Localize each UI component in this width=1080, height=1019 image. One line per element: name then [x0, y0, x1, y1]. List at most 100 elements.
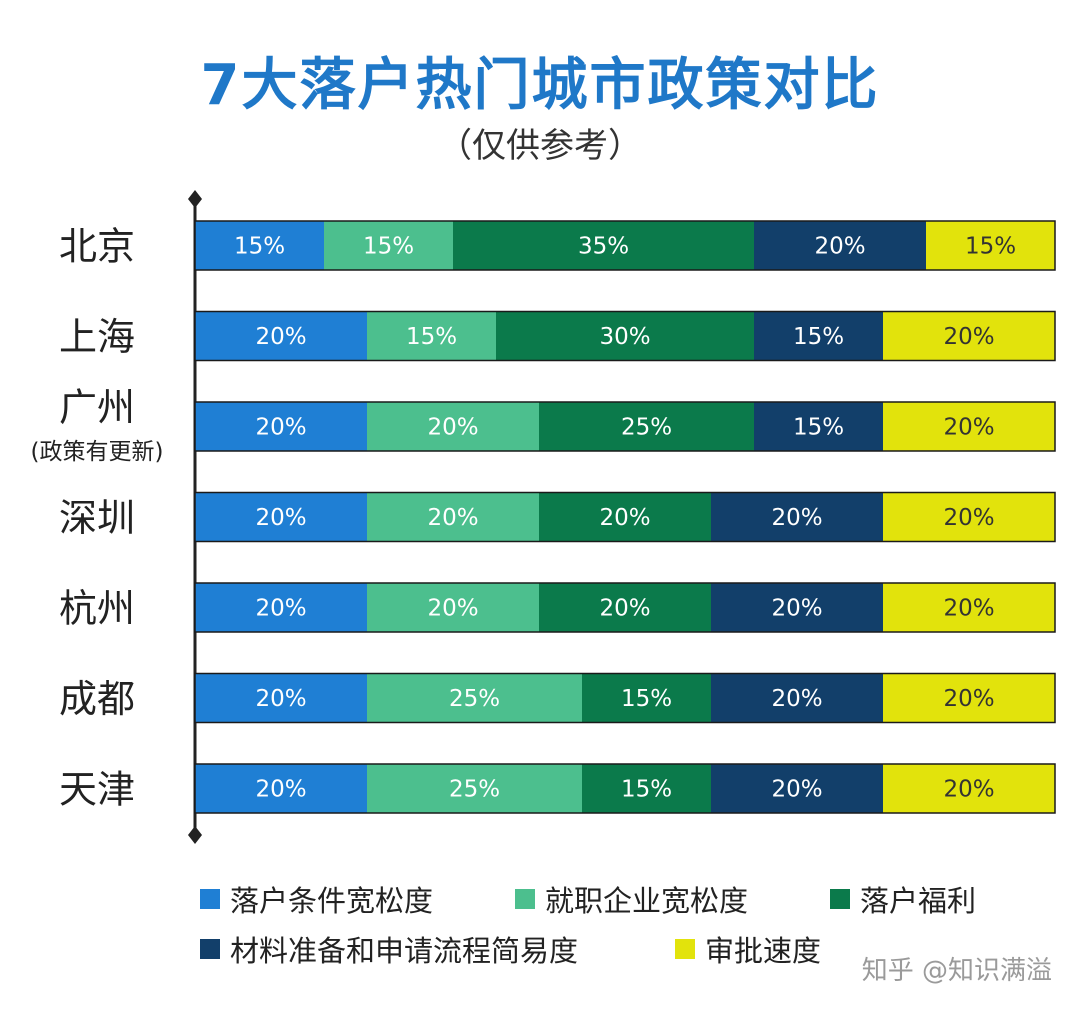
data-label: 20% [599, 596, 650, 622]
legend-swatch [200, 889, 220, 909]
data-label: 20% [814, 234, 865, 260]
bar-segment [883, 402, 1055, 451]
legend-label: 材料准备和申请流程简易度 [230, 934, 579, 968]
data-label: 30% [599, 324, 650, 350]
data-label: 20% [771, 596, 822, 622]
axis-bottom-marker [188, 826, 202, 844]
bar-segment [754, 402, 883, 451]
legend-item: 落户条件宽松度 [200, 878, 433, 920]
bar-segment [195, 492, 367, 542]
category-label: 上海 [59, 315, 135, 359]
legend-label: 落户福利 [860, 884, 977, 918]
category-label: 深圳 [59, 496, 135, 540]
legend-swatch [830, 889, 850, 909]
category-label: 成都 [59, 677, 135, 721]
bar-segment [711, 583, 883, 632]
legend-item: 审批速度 [675, 928, 821, 970]
bar-segment [367, 492, 539, 542]
bar-segment [711, 492, 883, 542]
legend-item: 就职企业宽松度 [515, 878, 748, 920]
bar-outline [194, 672, 1056, 724]
bar-segment [367, 673, 582, 723]
axis-top-marker [188, 190, 202, 208]
data-label: 25% [449, 686, 500, 712]
legend-swatch [200, 939, 220, 959]
watermark: 知乎 @知识满溢 [861, 956, 1052, 986]
data-label: 20% [427, 415, 478, 441]
data-label: 20% [255, 505, 306, 531]
data-label: 20% [943, 324, 994, 350]
bar-segment [367, 583, 539, 632]
bar-outline [194, 220, 1056, 271]
data-label: 15% [793, 415, 844, 441]
bar-segment [367, 402, 539, 451]
chart-title: 7大落户热门城市政策对比 [200, 53, 880, 118]
bar-segment [453, 221, 754, 270]
category-label: 天津 [59, 768, 135, 812]
legend-swatch [675, 939, 695, 959]
bar-segment [195, 764, 367, 813]
data-label: 35% [578, 234, 629, 260]
bar-segment [883, 492, 1055, 542]
legend-label: 落户条件宽松度 [230, 884, 434, 918]
bar-segment [539, 492, 711, 542]
legend-label: 审批速度 [705, 934, 822, 968]
category-label: 广州 [59, 386, 135, 430]
bar-segment [367, 311, 496, 361]
bar-segment [496, 311, 754, 361]
data-label: 25% [621, 415, 672, 441]
data-label: 15% [793, 324, 844, 350]
legend-label: 就职企业宽松度 [545, 884, 749, 918]
data-label: 20% [255, 686, 306, 712]
data-label: 15% [406, 324, 457, 350]
data-label: 25% [449, 777, 500, 803]
bar-segment [539, 402, 754, 451]
bar-segment [195, 583, 367, 632]
bar-segment [582, 764, 711, 813]
data-label: 20% [255, 596, 306, 622]
data-label: 20% [943, 596, 994, 622]
category-label: 北京 [59, 225, 135, 269]
data-label: 20% [943, 777, 994, 803]
data-label: 20% [599, 505, 650, 531]
data-label: 20% [255, 777, 306, 803]
data-label: 20% [427, 505, 478, 531]
bar-outline [194, 763, 1056, 814]
bar-segment [883, 764, 1055, 813]
legend-item: 材料准备和申请流程简易度 [200, 928, 578, 970]
bar-segment [195, 311, 367, 361]
data-label: 20% [771, 686, 822, 712]
bar-segment [883, 311, 1055, 361]
bar-outline [194, 582, 1056, 633]
chart-subtitle: （仅供参考） [438, 126, 642, 166]
data-label: 20% [427, 596, 478, 622]
data-label: 15% [363, 234, 414, 260]
data-label: 20% [255, 324, 306, 350]
bar-segment [754, 221, 926, 270]
bar-segment [582, 673, 711, 723]
bar-segment [883, 673, 1055, 723]
data-label: 15% [621, 777, 672, 803]
data-label: 20% [943, 415, 994, 441]
data-label: 15% [234, 234, 285, 260]
bar-outline [194, 401, 1056, 452]
data-label: 20% [943, 505, 994, 531]
bar-segment [754, 311, 883, 361]
data-label: 20% [943, 686, 994, 712]
bar-segment [926, 221, 1055, 270]
bar-segment [195, 673, 367, 723]
bar-outline [194, 310, 1056, 362]
bar-segment [324, 221, 453, 270]
data-label: 20% [255, 415, 306, 441]
legend-swatch [515, 889, 535, 909]
bar-segment [711, 673, 883, 723]
bar-segment [711, 764, 883, 813]
category-label: 杭州 [59, 587, 135, 631]
bar-segment [195, 221, 324, 270]
bar-segment [367, 764, 582, 813]
data-label: 20% [771, 777, 822, 803]
data-label: 15% [965, 234, 1016, 260]
data-label: 15% [621, 686, 672, 712]
category-note: (政策有更新) [31, 439, 164, 465]
